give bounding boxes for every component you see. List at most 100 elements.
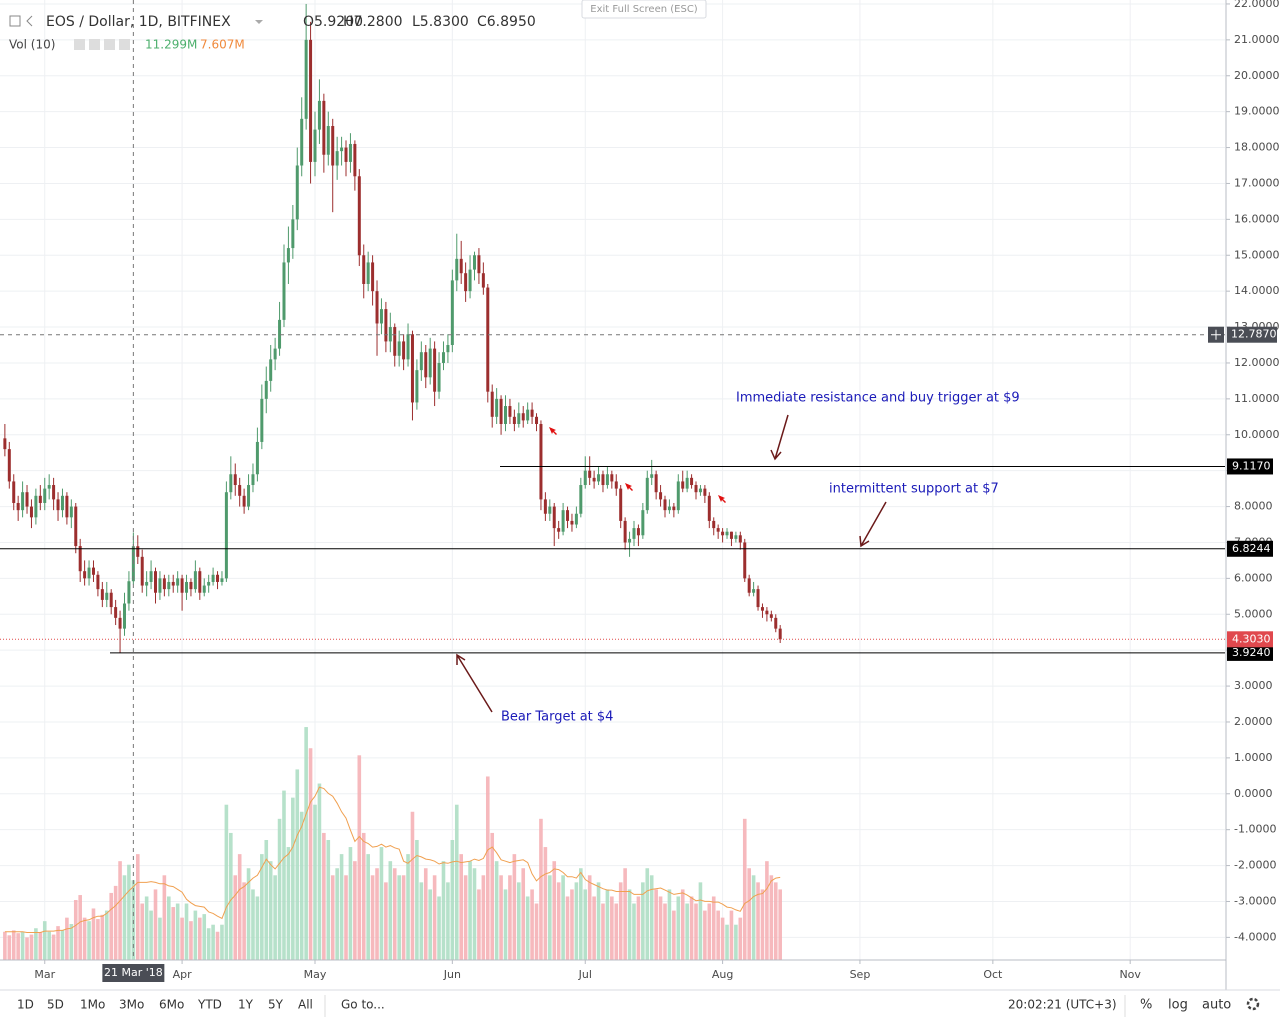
crosshair-add-icon[interactable] — [1211, 329, 1221, 340]
range-button[interactable]: YTD — [197, 998, 222, 1012]
candle-body — [16, 502, 20, 511]
candle-body — [158, 578, 162, 593]
candle-body — [725, 531, 729, 536]
volume-bar — [127, 864, 131, 960]
volume-bar — [703, 910, 707, 960]
dropdown-icon[interactable] — [255, 20, 263, 24]
candle-body — [331, 126, 335, 166]
volume-bar — [144, 896, 149, 960]
candle-body — [574, 513, 578, 525]
candle-body — [588, 470, 592, 478]
volume-bar — [658, 896, 663, 960]
candle-body — [614, 481, 618, 489]
back-icon[interactable] — [26, 15, 33, 27]
volume-bar — [614, 903, 619, 960]
scale-option[interactable]: % — [1140, 998, 1152, 1013]
volume-bar — [716, 910, 720, 960]
candle-body — [685, 477, 689, 489]
candle-body — [504, 406, 508, 424]
exit-button[interactable] — [581, 0, 707, 19]
candle-body — [597, 474, 601, 482]
candle-body — [610, 474, 614, 482]
crosshair-price-box — [1227, 326, 1277, 343]
candle-body — [69, 506, 73, 518]
volume-bar — [446, 882, 450, 960]
range-button[interactable]: 6Mo — [159, 998, 184, 1012]
volume-bar — [552, 861, 557, 960]
volume-bar — [237, 854, 242, 960]
volume-bar — [472, 868, 477, 960]
volume-bar — [698, 882, 703, 960]
candle-body — [309, 39, 313, 162]
settings-icon[interactable] — [1246, 997, 1260, 1011]
candle-body — [530, 409, 534, 417]
icon[interactable] — [119, 39, 130, 50]
volume-bar — [16, 933, 20, 960]
volume-bar — [326, 840, 331, 960]
candle-body — [521, 413, 525, 421]
range-button[interactable]: 1D — [17, 998, 34, 1012]
candle-body — [548, 506, 552, 514]
volume-bar — [65, 917, 69, 960]
candle-body — [517, 413, 521, 424]
range-button[interactable]: All — [298, 998, 313, 1012]
range-button[interactable]: 1Y — [238, 998, 254, 1012]
volume-bar — [485, 776, 490, 960]
volume-bar — [291, 797, 295, 960]
candle-body — [663, 499, 667, 511]
volume-bar — [583, 889, 588, 960]
range-button[interactable]: 3Mo — [119, 998, 144, 1012]
icon[interactable] — [104, 39, 115, 50]
volume-bar — [450, 840, 455, 960]
level-label-box — [1227, 644, 1273, 661]
volume-ma-line — [4, 786, 781, 933]
volume-bar — [397, 875, 401, 960]
level-label-box — [1227, 540, 1273, 557]
icon[interactable] — [74, 39, 85, 50]
volume-bar — [477, 889, 481, 960]
y-tick-label: 0.0000 — [1234, 787, 1273, 800]
y-tick-label: 20.0000 — [1234, 69, 1280, 82]
symbol-title: EOS / Dollar, 1D, BITFINEX — [46, 14, 231, 30]
volume-bar — [499, 875, 503, 960]
volume-bar — [224, 804, 229, 960]
goto-button[interactable]: Go to... — [341, 998, 385, 1012]
scale-option[interactable]: log — [1168, 998, 1188, 1013]
volume-bar — [322, 832, 326, 960]
volume-bar — [384, 882, 388, 960]
volume-bar — [596, 882, 601, 960]
candle-body — [255, 441, 259, 475]
candle-body — [752, 589, 756, 593]
range-button[interactable]: 5D — [47, 998, 64, 1012]
candle-body — [415, 370, 419, 403]
icon[interactable] — [89, 39, 100, 50]
candle-body — [769, 614, 773, 618]
ohlc-high: H7.2800 — [343, 14, 403, 30]
volume-bar — [149, 910, 153, 960]
volume-bar — [162, 875, 167, 960]
volume-bar — [184, 903, 189, 960]
scale-option[interactable]: auto — [1202, 998, 1231, 1013]
y-tick-label: -1.0000 — [1234, 823, 1276, 836]
y-tick-label: 17.0000 — [1234, 176, 1280, 189]
range-button[interactable]: 5Y — [268, 998, 284, 1012]
x-tick-label: Sep — [850, 968, 871, 981]
collapse-icon[interactable] — [9, 15, 21, 27]
arrow — [770, 414, 789, 461]
volume-bar — [251, 889, 255, 960]
candle-body — [738, 535, 742, 543]
range-button[interactable]: 1Mo — [80, 998, 105, 1012]
candle-body — [74, 506, 78, 547]
candle-body — [694, 485, 698, 493]
candle-body — [251, 474, 255, 486]
volume-bar — [100, 914, 105, 960]
volume-bar — [140, 903, 145, 960]
candle-body — [317, 100, 321, 130]
volume-bar — [366, 854, 370, 960]
exit-label[interactable]: Exit Full Screen (ESC) — [590, 4, 698, 15]
volume-icons[interactable] — [74, 39, 130, 50]
candle-body — [109, 592, 113, 608]
candle-body — [282, 262, 286, 320]
volume-bar — [3, 931, 7, 960]
candle-body — [38, 495, 42, 503]
